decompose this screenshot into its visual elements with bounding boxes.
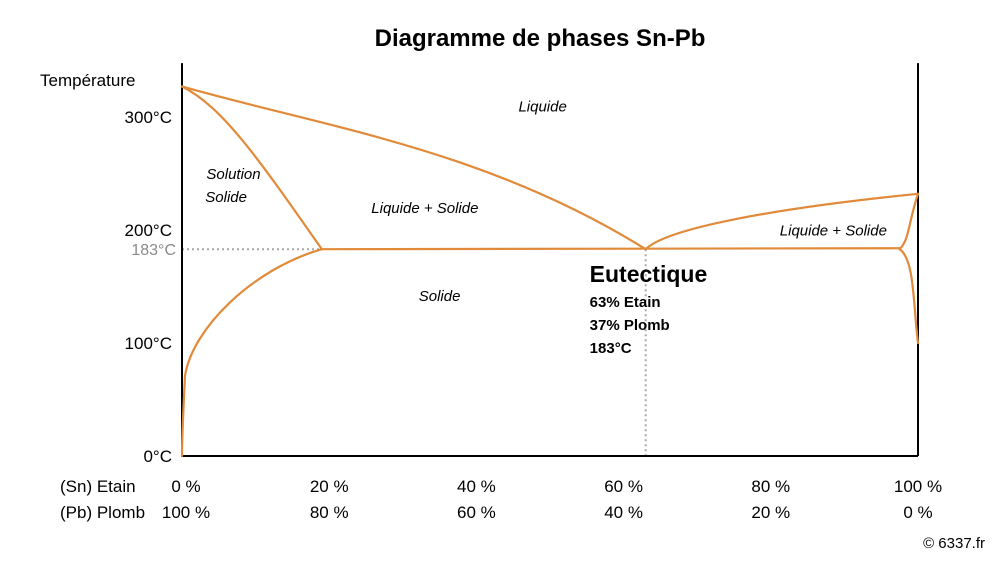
eutectic-detail: 37% Plomb	[590, 317, 670, 334]
region-label: Solution	[206, 166, 260, 183]
curve-solidus-right	[898, 192, 920, 251]
curve-solvus-left	[180, 248, 323, 458]
region-label: Solide	[205, 189, 247, 206]
curve-solvus-right	[898, 248, 920, 345]
y-axis-label: Température	[40, 71, 135, 90]
region-label: Liquide + Solide	[371, 200, 478, 217]
curve-eutectic-isotherm	[320, 247, 901, 251]
guide-lines	[182, 248, 647, 456]
eutectic-title: Eutectique	[590, 261, 708, 287]
x-tick-rows: (Sn) Etain 0 % 20 % 40 % 60 % 80 % 100 % (Pb) P…	[60, 477, 942, 522]
x-tick-label: 40 %	[604, 503, 643, 522]
curve-solidus-left	[180, 85, 323, 251]
copyright: © 6337.fr	[923, 535, 985, 552]
x-tick-label: 20 %	[310, 477, 349, 496]
x-tick-label: 100 %	[894, 477, 942, 496]
x-tick-label: 100 %	[162, 503, 210, 522]
y-tick-label: 200°C	[125, 221, 172, 240]
eutectic-annotation: Eutectique 63% Etain 37% Plomb 183°C	[590, 261, 708, 357]
eutectic-detail: 183°C	[590, 340, 632, 357]
region-label: Liquide + Solide	[780, 223, 887, 240]
region-label: Liquide	[518, 98, 566, 115]
y-tick-label: 300°C	[125, 108, 172, 127]
y-tick-label: 0°C	[143, 447, 172, 466]
x-row-label: (Sn) Etain	[60, 477, 136, 496]
y-tick-label: 100°C	[125, 334, 172, 353]
x-tick-label: 60 %	[457, 503, 496, 522]
x-tick-label: 60 %	[604, 477, 643, 496]
x-row-label: (Pb) Plomb	[60, 503, 145, 522]
region-labels: Liquide Solution Solide Liquide + Solide Liq…	[205, 98, 887, 305]
y-tick-label-183: 183°C	[131, 242, 176, 259]
phase-curves	[180, 85, 920, 458]
x-tick-label: 0 %	[171, 477, 200, 496]
region-label: Solide	[419, 288, 461, 305]
eutectic-detail: 63% Etain	[590, 294, 661, 311]
y-tick-labels: 300°C 200°C 100°C 0°C 183°C	[125, 108, 176, 466]
curve-liquidus-left	[180, 85, 647, 251]
x-tick-label: 20 %	[751, 503, 790, 522]
x-tick-label: 80 %	[751, 477, 790, 496]
curve-liquidus-right	[644, 192, 920, 251]
x-tick-label: 80 %	[310, 503, 349, 522]
chart-title: Diagramme de phases Sn-Pb	[375, 25, 706, 52]
x-tick-label: 40 %	[457, 477, 496, 496]
x-tick-label: 0 %	[903, 503, 932, 522]
